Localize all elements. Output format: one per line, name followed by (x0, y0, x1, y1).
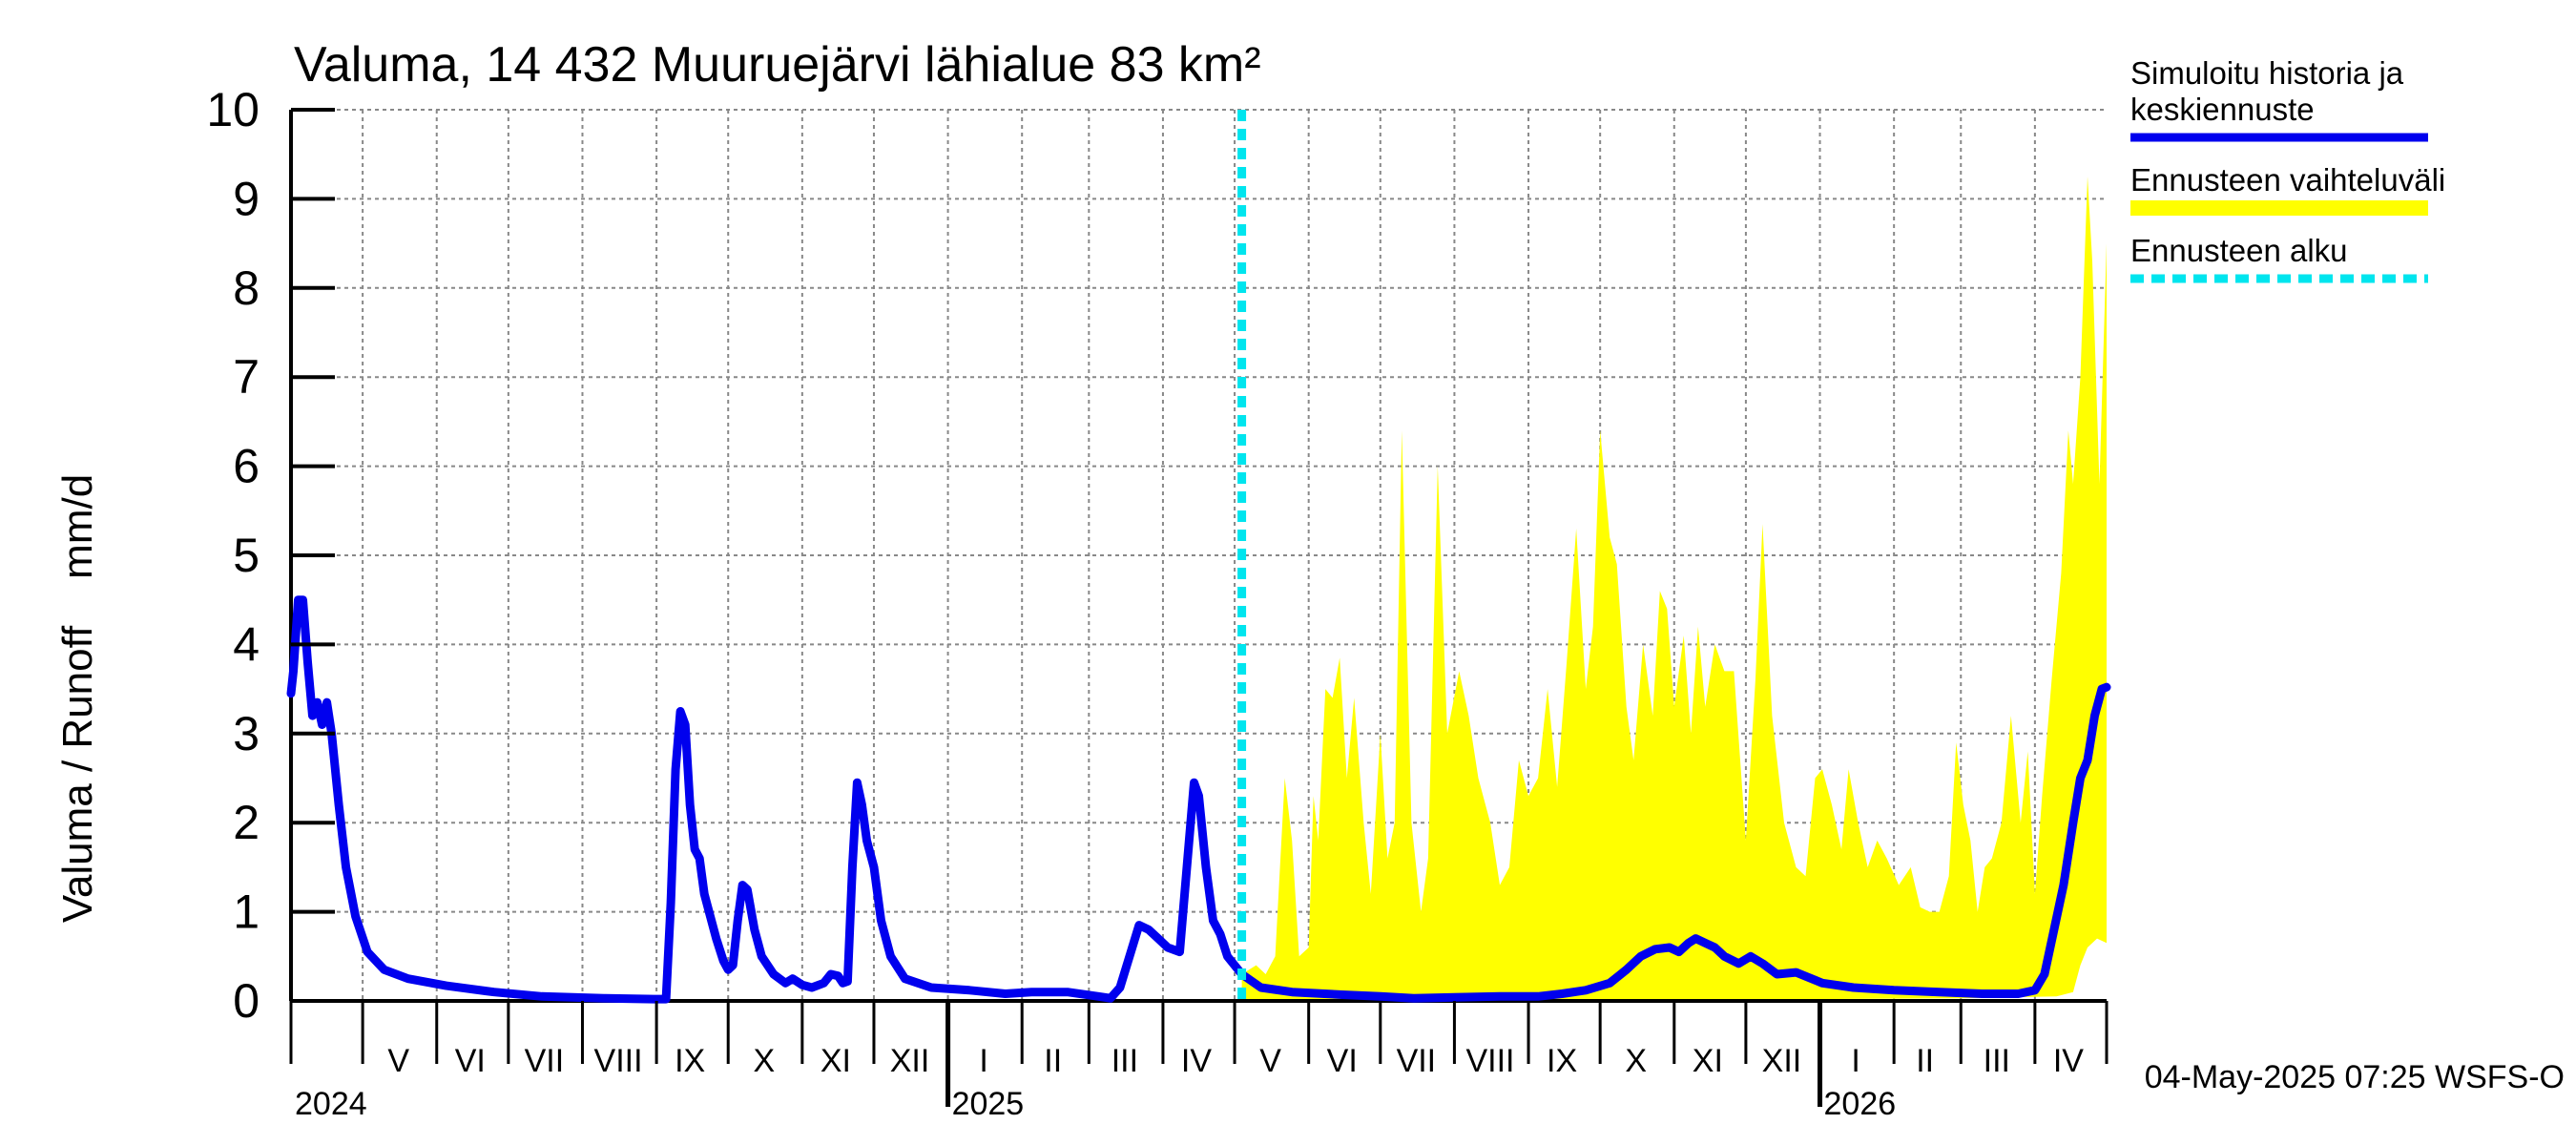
y-tick-label: 0 (233, 974, 260, 1028)
series-simulated-runoff (286, 595, 2111, 1004)
footer-timestamp: 04-May-2025 07:25 WSFS-O (2145, 1059, 2565, 1095)
y-axis: 0 1 2 3 4 5 6 7 8 9 10 (206, 83, 335, 1028)
x-month-label: VI (1327, 1043, 1358, 1079)
x-month-label: IX (1547, 1043, 1577, 1079)
x-month-label: VI (455, 1043, 486, 1079)
x-year-label: 2026 (1824, 1086, 1897, 1122)
x-month-label: I (979, 1043, 987, 1079)
legend-swatch-band (2130, 200, 2428, 216)
x-month-label: III (1984, 1043, 2010, 1079)
y-tick-label: 2 (233, 796, 260, 849)
x-month-label: IX (675, 1043, 705, 1079)
chart-title: Valuma, 14 432 Muuruejärvi lähialue 83 k… (294, 37, 1261, 93)
x-month-label: II (1044, 1043, 1062, 1079)
x-month-label: III (1111, 1043, 1138, 1079)
y-tick-label: 9 (233, 172, 260, 225)
y-tick-label: 6 (233, 440, 260, 493)
y-tick-label: 4 (233, 617, 260, 671)
y-tick-label: 10 (206, 83, 260, 136)
x-month-label: VII (525, 1043, 565, 1079)
forecast-band (1241, 177, 2107, 1001)
legend-label: Simuloitu historia ja (2130, 55, 2404, 91)
x-year-label: 2024 (295, 1086, 367, 1122)
x-month-label: IV (1181, 1043, 1212, 1079)
x-month-label: XI (1693, 1043, 1723, 1079)
legend-label: Ennusteen alku (2130, 233, 2348, 268)
x-year-label: 2025 (952, 1086, 1025, 1122)
x-axis: V VI VII VIII IX X XI XII I II III IV V VI VII VIII IX X X… (289, 1001, 2109, 1122)
forecast-range-area (1241, 177, 2107, 1001)
legend-item: Ennusteen alku (2130, 233, 2428, 283)
legend-label: keskiennuste (2130, 92, 2315, 127)
x-month-label: X (753, 1043, 775, 1079)
x-month-label: V (387, 1043, 409, 1079)
x-month-label: VIII (594, 1043, 643, 1079)
series-lines (286, 595, 2111, 1004)
x-month-label: II (1916, 1043, 1934, 1079)
y-tick-label: 5 (233, 529, 260, 582)
x-month-label: IV (2053, 1043, 2084, 1079)
legend-item: Ennusteen vaihteluväli (2130, 162, 2445, 216)
legend-label: Ennusteen vaihteluväli (2130, 162, 2445, 198)
x-month-label: XII (890, 1043, 930, 1079)
y-tick-label: 8 (233, 261, 260, 315)
x-month-label: I (1851, 1043, 1859, 1079)
y-axis-label: Valuma / Runoff mm/d (54, 474, 101, 923)
x-month-label: XII (1762, 1043, 1802, 1079)
y-tick-label: 1 (233, 885, 260, 939)
y-tick-label: 3 (233, 707, 260, 760)
x-month-label: VII (1397, 1043, 1437, 1079)
x-month-label: X (1625, 1043, 1647, 1079)
x-month-label: VIII (1465, 1043, 1514, 1079)
y-tick-label: 7 (233, 350, 260, 404)
x-month-label: V (1259, 1043, 1281, 1079)
x-month-label: XI (821, 1043, 851, 1079)
